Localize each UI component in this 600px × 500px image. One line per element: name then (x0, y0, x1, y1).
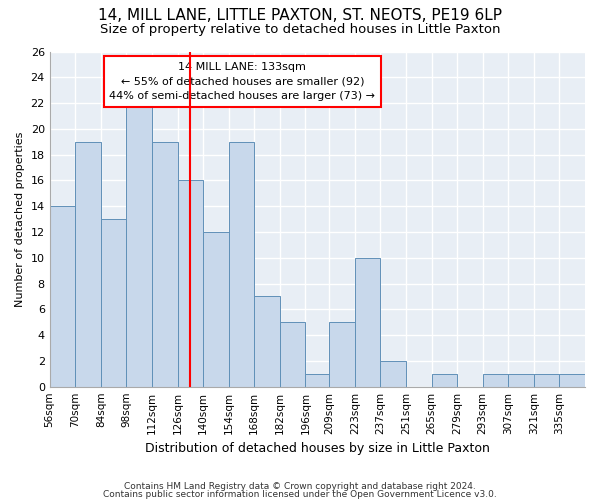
Bar (101, 219, 127, 386)
Bar (482, 374, 508, 386)
Bar (508, 374, 534, 386)
Bar (280, 322, 305, 386)
Bar (203, 232, 229, 386)
Bar (431, 374, 457, 386)
Bar (355, 258, 380, 386)
X-axis label: Distribution of detached houses by size in Little Paxton: Distribution of detached houses by size … (145, 442, 490, 455)
Bar (254, 296, 280, 386)
Bar (305, 374, 329, 386)
Bar (75, 142, 101, 386)
Bar (152, 142, 178, 386)
Text: 14 MILL LANE: 133sqm
← 55% of detached houses are smaller (92)
44% of semi-detac: 14 MILL LANE: 133sqm ← 55% of detached h… (109, 62, 376, 101)
Text: Contains public sector information licensed under the Open Government Licence v3: Contains public sector information licen… (103, 490, 497, 499)
Bar (229, 142, 254, 386)
Bar (178, 180, 203, 386)
Bar (559, 374, 585, 386)
Bar (127, 103, 152, 387)
Bar (329, 322, 355, 386)
Bar (534, 374, 559, 386)
Bar (50, 206, 75, 386)
Text: 14, MILL LANE, LITTLE PAXTON, ST. NEOTS, PE19 6LP: 14, MILL LANE, LITTLE PAXTON, ST. NEOTS,… (98, 8, 502, 22)
Bar (380, 361, 406, 386)
Text: Contains HM Land Registry data © Crown copyright and database right 2024.: Contains HM Land Registry data © Crown c… (124, 482, 476, 491)
Y-axis label: Number of detached properties: Number of detached properties (15, 132, 25, 307)
Text: Size of property relative to detached houses in Little Paxton: Size of property relative to detached ho… (100, 22, 500, 36)
